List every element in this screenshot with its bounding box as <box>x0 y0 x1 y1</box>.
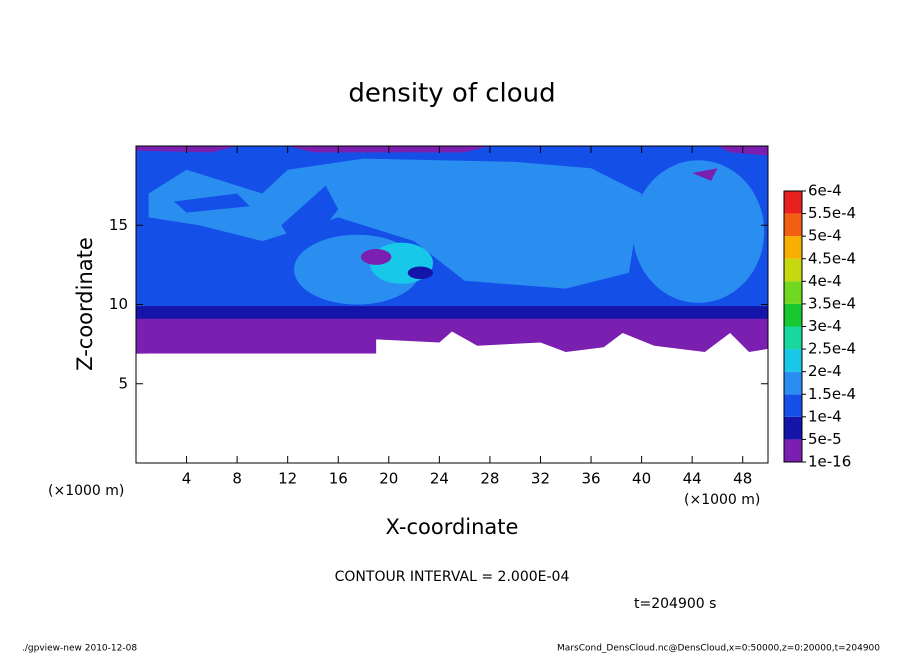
field-region <box>632 160 765 303</box>
contour-interval: CONTOUR INTERVAL = 2.000E-04 <box>335 569 570 585</box>
colorbar-band <box>784 394 802 417</box>
x-tick-label: 20 <box>379 470 398 488</box>
colorbar-label: 2.5e-4 <box>808 340 856 358</box>
field-region <box>407 266 434 280</box>
colorbar-label: 3e-4 <box>808 317 842 335</box>
x-tick-label: 36 <box>581 470 600 488</box>
colorbar-band <box>784 213 802 237</box>
field-region <box>692 168 718 181</box>
field-region <box>360 249 392 265</box>
y-tick-label: 5 <box>118 374 128 392</box>
x-tick-label: 16 <box>329 470 348 488</box>
x-tick-label: 48 <box>733 470 752 488</box>
field-region <box>281 185 339 257</box>
field <box>136 146 768 463</box>
colorbar-label: 3.5e-4 <box>808 294 856 312</box>
colorbar-band <box>784 303 802 327</box>
footer-right: MarsCond_DensCloud.nc@DensCloud,x=0:5000… <box>557 644 880 654</box>
colorbar-label: 5e-4 <box>808 227 842 245</box>
x-tick-label: 12 <box>278 470 297 488</box>
y-tick-label: 10 <box>109 295 128 313</box>
colorbar-band <box>784 439 802 462</box>
colorbar-band <box>784 281 802 304</box>
field-region <box>148 158 642 289</box>
y-tick-label: 15 <box>109 216 128 234</box>
chart-title: density of cloud <box>348 79 555 109</box>
colorbar-label: 1e-16 <box>808 453 851 471</box>
colorbar-label: 6e-4 <box>808 182 842 200</box>
x-tick-label: 28 <box>480 470 499 488</box>
x-tick-label: 24 <box>430 470 449 488</box>
colorbar-band <box>784 258 802 282</box>
colorbar-label: 4e-4 <box>808 272 842 290</box>
colorbar-band <box>784 349 802 372</box>
x-tick-label: 8 <box>232 470 242 488</box>
time-label: t=204900 s <box>634 596 716 612</box>
colorbar-band <box>784 416 802 440</box>
colorbar-label: 5.5e-4 <box>808 204 856 222</box>
footer-left: ./gpview-new 2010-12-08 <box>22 644 137 654</box>
colorbar-band <box>784 326 802 350</box>
empty-region <box>136 331 768 463</box>
x-unit-label: (×1000 m) <box>684 492 760 508</box>
colorbar-band <box>784 236 802 259</box>
colorbar-label: 5e-5 <box>808 430 842 448</box>
colorbar-label: 2e-4 <box>808 362 842 380</box>
y-axis-label: Z-coordinate <box>73 237 97 371</box>
colorbar-label: 1e-4 <box>808 407 842 425</box>
colorbar-label: 4.5e-4 <box>808 249 856 267</box>
x-tick-label: 44 <box>683 470 702 488</box>
x-tick-label: 32 <box>531 470 550 488</box>
field-region <box>173 193 250 213</box>
x-tick-label: 40 <box>632 470 651 488</box>
x-tick-label: 4 <box>182 470 192 488</box>
colorbar-band <box>784 191 802 214</box>
x-axis-label: X-coordinate <box>386 515 519 539</box>
colorbar-label: 1.5e-4 <box>808 385 856 403</box>
colorbar-band <box>784 371 802 395</box>
y-unit-label: (×1000 m) <box>48 483 124 499</box>
